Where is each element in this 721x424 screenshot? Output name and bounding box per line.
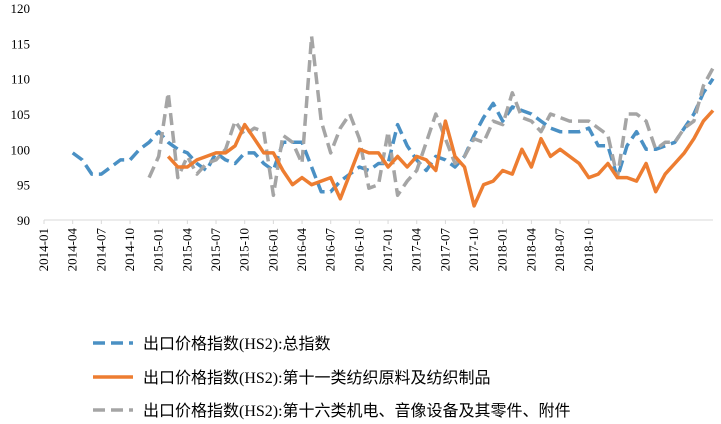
legend: 出口价格指数(HS2):总指数出口价格指数(HS2):第十一类纺织原料及纺织制品…: [93, 335, 571, 420]
y-axis-ticks: 90 95 100 105 110 115 120: [11, 1, 31, 228]
x-axis-ticks: 2014-01 2014-04 2014-07 2014-10 2015-01 2015-…: [36, 220, 596, 271]
x-tick-label: 2018-01: [495, 228, 510, 271]
y-tick-label: 115: [11, 36, 30, 51]
x-tick-label: 2015-04: [179, 228, 194, 272]
legend-label-1: 出口价格指数(HS2):总指数: [143, 335, 331, 353]
x-tick-label: 2016-01: [265, 228, 280, 271]
y-tick-label: 95: [17, 178, 30, 193]
x-tick-label: 2015-10: [237, 228, 252, 271]
x-tick-label: 2014-07: [93, 228, 108, 272]
x-tick-label: 2016-04: [294, 228, 309, 272]
x-tick-label: 2017-04: [409, 228, 424, 272]
x-tick-label: 2018-04: [523, 228, 538, 272]
y-tick-label: 105: [11, 107, 31, 122]
x-tick-label: 2018-07: [552, 228, 567, 272]
series-line-3: [147, 34, 715, 198]
x-tick-label: 2015-01: [151, 228, 166, 271]
x-tick-label: 2014-01: [36, 228, 51, 271]
y-tick-label: 110: [11, 72, 30, 87]
x-tick-label: 2017-10: [466, 228, 481, 271]
y-tick-label: 100: [11, 142, 31, 157]
legend-label-2: 出口价格指数(HS2):第十一类纺织原料及纺织制品: [143, 369, 491, 387]
y-tick-label: 90: [17, 213, 30, 228]
x-tick-label: 2014-10: [122, 228, 137, 271]
legend-label-3: 出口价格指数(HS2):第十六类机电、音像设备及其零件、附件: [143, 402, 571, 420]
x-tick-label: 2015-07: [208, 228, 223, 272]
x-tick-label: 2018-10: [581, 228, 596, 271]
x-tick-label: 2016-10: [351, 228, 366, 271]
series-line-2: [166, 109, 715, 208]
x-tick-label: 2016-07: [323, 228, 338, 272]
x-tick-label: 2014-04: [65, 228, 80, 272]
x-tick-label: 2017-01: [380, 228, 395, 271]
y-tick-label: 120: [11, 1, 31, 16]
x-tick-label: 2017-07: [437, 228, 452, 272]
series-lines: [71, 34, 715, 208]
